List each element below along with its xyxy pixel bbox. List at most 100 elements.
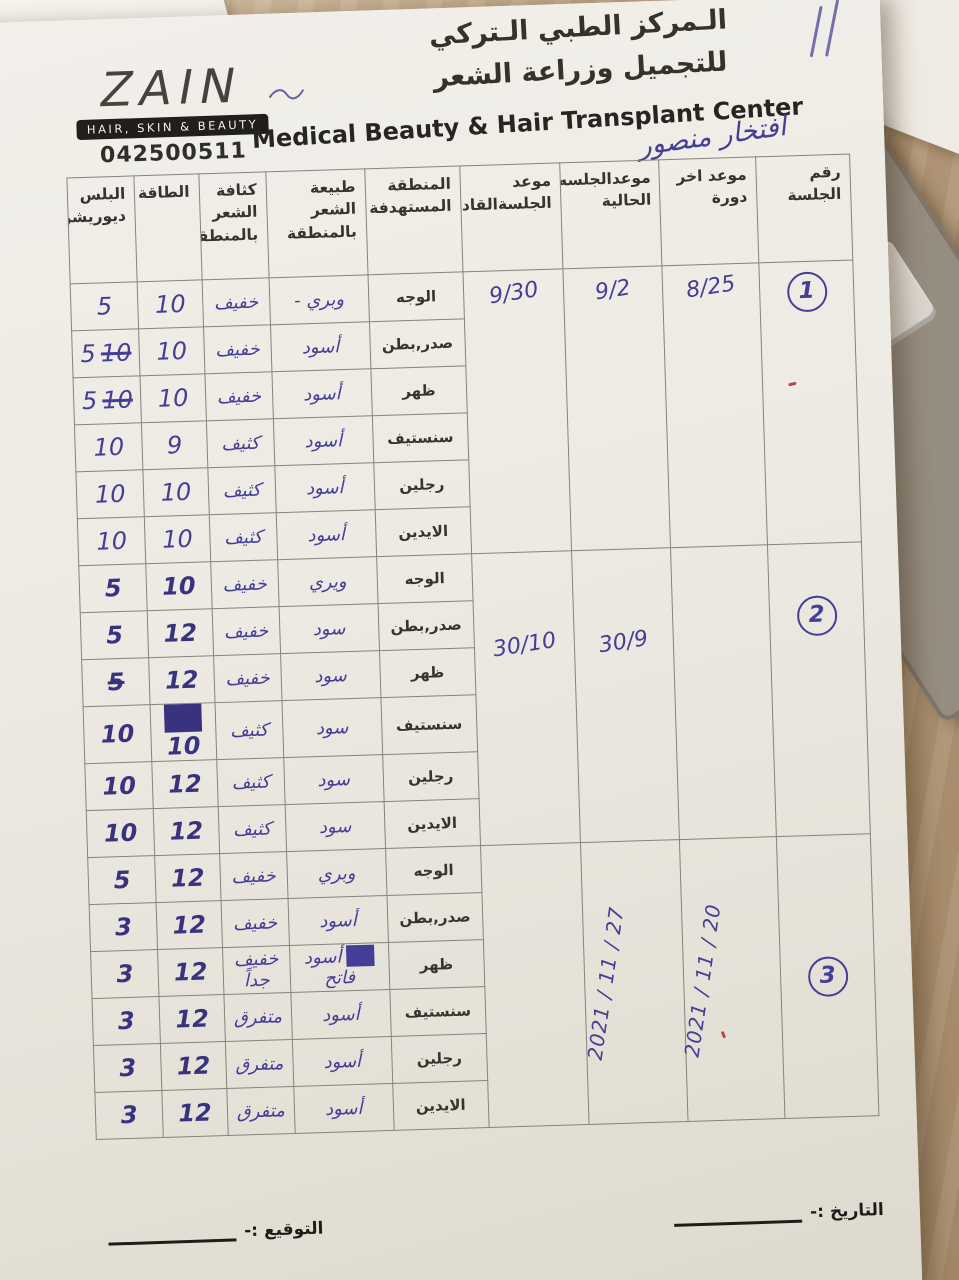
hair-density-cell: متفرق — [223, 992, 293, 1042]
handwritten-date: 30/10 — [491, 628, 558, 663]
hair-density-cell: خفيف — [203, 324, 272, 374]
power-value-cell: 12 — [159, 994, 225, 1044]
handwritten-value: أسود — [304, 429, 343, 452]
handwritten-value: 5 — [113, 865, 131, 895]
hair-nature-cell: أسود — [270, 321, 371, 372]
hair-nature-cell: أسود — [293, 1083, 394, 1134]
handwritten-value: وبري — [317, 862, 356, 885]
target-area-label: رجلين — [373, 459, 471, 510]
handwritten-value: كثيف — [221, 432, 260, 455]
power-value-cell: 12 — [162, 1088, 228, 1138]
handwritten-value: سود — [315, 716, 349, 739]
pulse-duration-cell: 5 — [70, 281, 139, 331]
target-area-label: الوجه — [385, 845, 483, 896]
target-area-label: ظهر — [379, 647, 476, 698]
hair-density-cell: متفرق — [224, 1039, 294, 1089]
handwritten-date: 30/9 — [597, 626, 651, 659]
hair-nature-cell: أسود — [271, 368, 372, 419]
form-footer: التاريخ :- التوقيع :- — [100, 1200, 884, 1246]
handwritten-value: 3 — [120, 1100, 139, 1130]
handwritten-date: 27 / 11 / 2021 — [582, 904, 629, 1062]
power-value-cell: 12 — [160, 1041, 227, 1091]
pulse-duration-cell: 5 — [87, 855, 157, 905]
target-area-label: الوجه — [376, 553, 474, 604]
column-header-8: البلس ديوريشن — [66, 175, 138, 284]
handwritten-value: 10 — [93, 432, 125, 462]
hair-nature-cell: أسود — [274, 462, 375, 513]
handwritten-value: أسود — [321, 1003, 360, 1026]
next-session-date-cell: 9/30 — [463, 268, 572, 554]
hair-density-cell: خفيف — [201, 277, 271, 327]
pulse-duration-cell: 10 — [83, 704, 153, 764]
handwritten-value: سود — [317, 768, 351, 791]
session-number-cell: 2 — [767, 541, 871, 837]
next-session-date-cell: 30/10 — [471, 550, 581, 846]
handwritten-value: سود — [318, 815, 352, 838]
hair-density-cell: كثيف — [214, 700, 284, 760]
pulse-duration-cell: 10 — [77, 516, 147, 566]
power-value-cell: 10 — [144, 514, 211, 564]
hair-nature-cell: وبري - — [268, 274, 370, 325]
hair-density-cell: خفيف — [210, 559, 280, 609]
handwritten-value: 3 — [119, 1053, 137, 1083]
handwritten-value: 12 — [175, 1004, 210, 1034]
hair-density-cell: متفرق — [226, 1086, 296, 1136]
handwritten-value: كثيف — [231, 771, 271, 794]
session-block-2: 2 30/9 30/10 الوجه ويري خفيف 10 5 صدر,بطن سود خفيف… — [78, 541, 871, 858]
handwritten-value: 5 — [96, 292, 113, 321]
current-session-date-cell: 30/9 — [571, 547, 680, 843]
handwritten-value: كثيف — [223, 526, 263, 549]
handwritten-value: كثيف — [222, 479, 262, 502]
handwritten-value: 12 — [169, 816, 204, 846]
handwritten-value: 10 — [156, 336, 188, 366]
hair-nature-cell: أسود — [290, 989, 391, 1040]
target-area-label: الايدين — [392, 1080, 490, 1131]
target-area-label: ظهر — [370, 365, 468, 416]
hair-nature-cell: أسود — [273, 415, 374, 466]
target-area-label: سنستيف — [380, 694, 478, 755]
target-area-label: رجلين — [390, 1033, 488, 1084]
target-area-label: صدر,بطن — [377, 600, 475, 651]
handwritten-value: متفرق — [234, 1052, 284, 1076]
crossed-out-value: ██ — [164, 703, 202, 733]
handwritten-value: 3 — [114, 912, 133, 942]
handwritten-value: خفيف — [232, 911, 278, 935]
last-cycle-date-cell — [670, 544, 777, 840]
handwritten-value: 10 — [100, 719, 135, 749]
date-field: التاريخ :- — [666, 1200, 884, 1227]
handwritten-value: 12 — [170, 863, 205, 893]
circled-session-number: 2 — [796, 595, 838, 637]
handwritten-value: 12 — [176, 1051, 211, 1081]
signature-label: التوقيع :- — [243, 1218, 324, 1242]
handwritten-value: متفرق — [233, 1005, 283, 1029]
hair-density-cell: خفيف — [219, 851, 288, 901]
handwritten-value: أسود — [318, 909, 357, 932]
handwritten-value: ويري — [308, 570, 347, 593]
power-value-cell: 9 — [141, 420, 208, 470]
handwritten-value: خفيف — [216, 385, 262, 408]
signature-field: التوقيع :- — [100, 1219, 324, 1246]
pulse-duration-cell: 10 — [84, 761, 154, 811]
handwritten-value: 12 — [172, 910, 207, 940]
column-header-0: رقم الجلسة — [755, 154, 853, 263]
power-value-cell: 10 — [143, 467, 209, 517]
pulse-duration-cell: 10 5 — [71, 328, 141, 378]
power-value-cell: 10 — [138, 326, 205, 376]
target-area-label: رجلين — [382, 751, 480, 802]
hair-nature-cell: سود — [285, 801, 386, 852]
hair-density-cell: كثيف — [208, 512, 278, 562]
session-number-cell: 1 — [758, 259, 862, 545]
hair-density-cell: كثيف — [217, 804, 287, 854]
handwritten-value: خفيف — [215, 338, 260, 361]
handwritten-value: أسود — [324, 1097, 363, 1120]
pulse-duration-cell: 10 — [86, 808, 156, 858]
target-area-label: ظهر — [388, 939, 485, 990]
handwritten-value: 10 — [166, 731, 201, 761]
handwritten-date: 9/30 — [487, 277, 541, 310]
form-paper: ZAIN HAIR, SKIN & BEAUTY 042500511 الـمر… — [0, 0, 924, 1280]
hair-density-cell: كثيف — [206, 418, 275, 468]
handwritten-value: 3 — [117, 1006, 136, 1036]
hair-nature-cell: أسود — [276, 509, 377, 560]
target-area-label: الايدين — [374, 506, 472, 557]
pulse-duration-cell: 5 — [78, 563, 148, 613]
